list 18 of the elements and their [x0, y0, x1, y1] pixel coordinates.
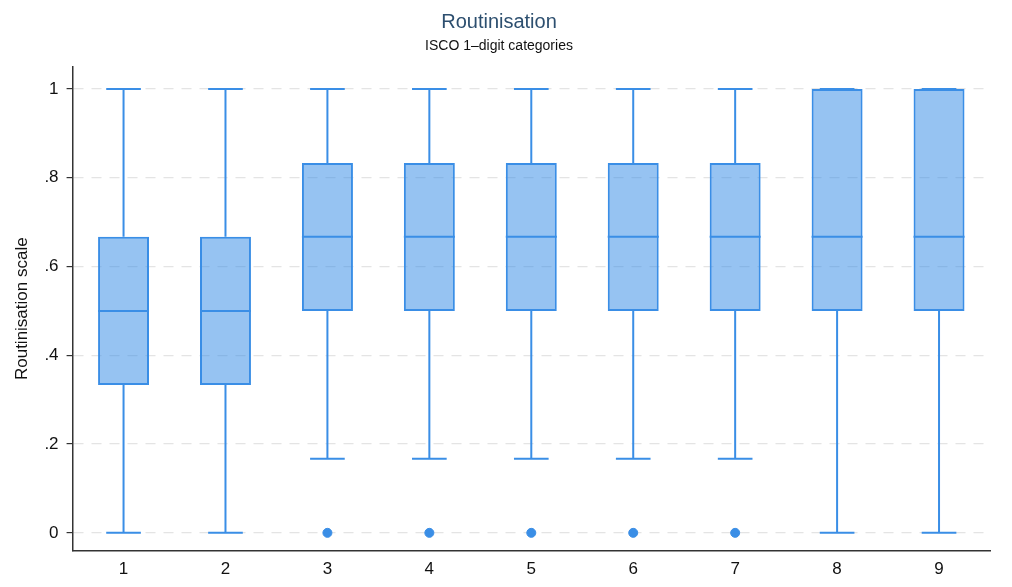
x-tick-label: 4 — [424, 559, 435, 579]
x-tick-label: 9 — [934, 559, 944, 579]
y-tick-label: .2 — [44, 433, 59, 453]
y-tick-label: .6 — [44, 256, 59, 276]
y-tick-label: .8 — [44, 167, 59, 187]
x-tick-label: 6 — [628, 559, 638, 579]
y-axis-title: Routinisation scale — [11, 237, 31, 381]
chart-subtitle: ISCO 1–digit categories — [425, 37, 573, 54]
x-tick-label: 2 — [220, 559, 231, 579]
y-tick-label: 0 — [49, 522, 59, 542]
x-tick-label: 5 — [526, 559, 537, 579]
y-tick-label: .4 — [44, 344, 59, 364]
x-tick-label: 8 — [832, 559, 842, 579]
x-tick-label: 1 — [118, 559, 129, 579]
y-tick-label: 1 — [49, 78, 59, 98]
x-tick-label: 7 — [730, 559, 740, 579]
chart-title: Routinisation — [441, 9, 557, 32]
x-tick-label: 3 — [322, 559, 333, 579]
